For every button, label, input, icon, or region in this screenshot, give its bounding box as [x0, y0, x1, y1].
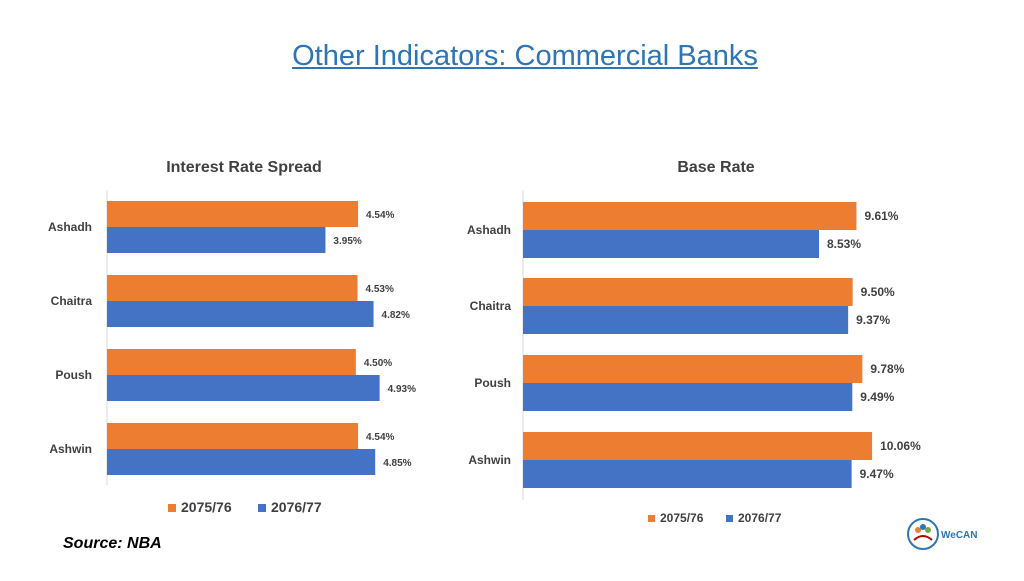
base-data-label: 9.37%: [856, 313, 890, 327]
base-data-label: 9.49%: [860, 390, 894, 404]
base-bar-2076-77: [523, 383, 853, 411]
spread-data-label: 4.82%: [382, 310, 410, 321]
base-data-label: 9.47%: [860, 467, 894, 481]
spread-data-label: 3.95%: [333, 236, 361, 247]
spread-category-label: Chaitra: [51, 294, 93, 308]
base-bar-2075-76: [523, 278, 853, 306]
spread-data-label: 4.93%: [388, 384, 416, 395]
spread-data-label: 4.54%: [366, 432, 394, 443]
base-bar-2075-76: [523, 202, 857, 230]
base-data-label: 10.06%: [880, 439, 921, 453]
spread-bar-2075-76: [107, 349, 356, 375]
spread-bar-2076-77: [107, 227, 326, 253]
spread-bar-2075-76: [107, 423, 359, 449]
base-bar-2075-76: [523, 355, 863, 383]
base-category-label: Ashwin: [468, 453, 511, 467]
base-bar-2075-76: [523, 432, 873, 460]
spread-chart-title: Interest Rate Spread: [166, 159, 322, 176]
spread-legend-swatch: [258, 504, 266, 512]
spread-data-label: 4.85%: [383, 458, 411, 469]
spread-category-label: Ashwin: [49, 442, 92, 456]
base-bar-2076-77: [523, 460, 852, 488]
slide-title: Other Indicators: Commercial Banks: [292, 40, 758, 72]
spread-bar-2076-77: [107, 375, 380, 401]
wecan-logo: WeCAN: [906, 516, 990, 552]
base-category-label: Ashadh: [467, 223, 511, 237]
base-category-label: Poush: [474, 376, 511, 390]
spread-bar-2075-76: [107, 275, 358, 301]
spread-bar-2076-77: [107, 301, 374, 327]
base-data-label: 8.53%: [827, 237, 861, 251]
spread-data-label: 4.54%: [366, 210, 394, 221]
logo-text: WeCAN: [941, 530, 977, 541]
source-note: Source: NBA: [63, 535, 162, 552]
base-legend-swatch: [648, 515, 655, 522]
spread-category-label: Poush: [55, 368, 92, 382]
spread-legend-label: 2076/77: [271, 499, 322, 515]
base-bar-2076-77: [523, 230, 819, 258]
base-data-label: 9.61%: [864, 209, 898, 223]
spread-legend-swatch: [168, 504, 176, 512]
spread-bar-2075-76: [107, 201, 359, 227]
base-bar-2076-77: [523, 306, 849, 334]
spread-category-label: Ashadh: [48, 220, 92, 234]
spread-legend-label: 2075/76: [181, 499, 232, 515]
base-legend-label: 2076/77: [738, 511, 782, 525]
base-chart-title: Base Rate: [677, 159, 754, 176]
spread-data-label: 4.53%: [366, 284, 394, 295]
spread-data-label: 4.50%: [364, 358, 392, 369]
base-data-label: 9.78%: [870, 362, 904, 376]
base-data-label: 9.50%: [861, 285, 895, 299]
base-legend-swatch: [726, 515, 733, 522]
base-legend-label: 2075/76: [660, 511, 704, 525]
spread-bar-2076-77: [107, 449, 376, 475]
base-category-label: Chaitra: [470, 299, 512, 313]
